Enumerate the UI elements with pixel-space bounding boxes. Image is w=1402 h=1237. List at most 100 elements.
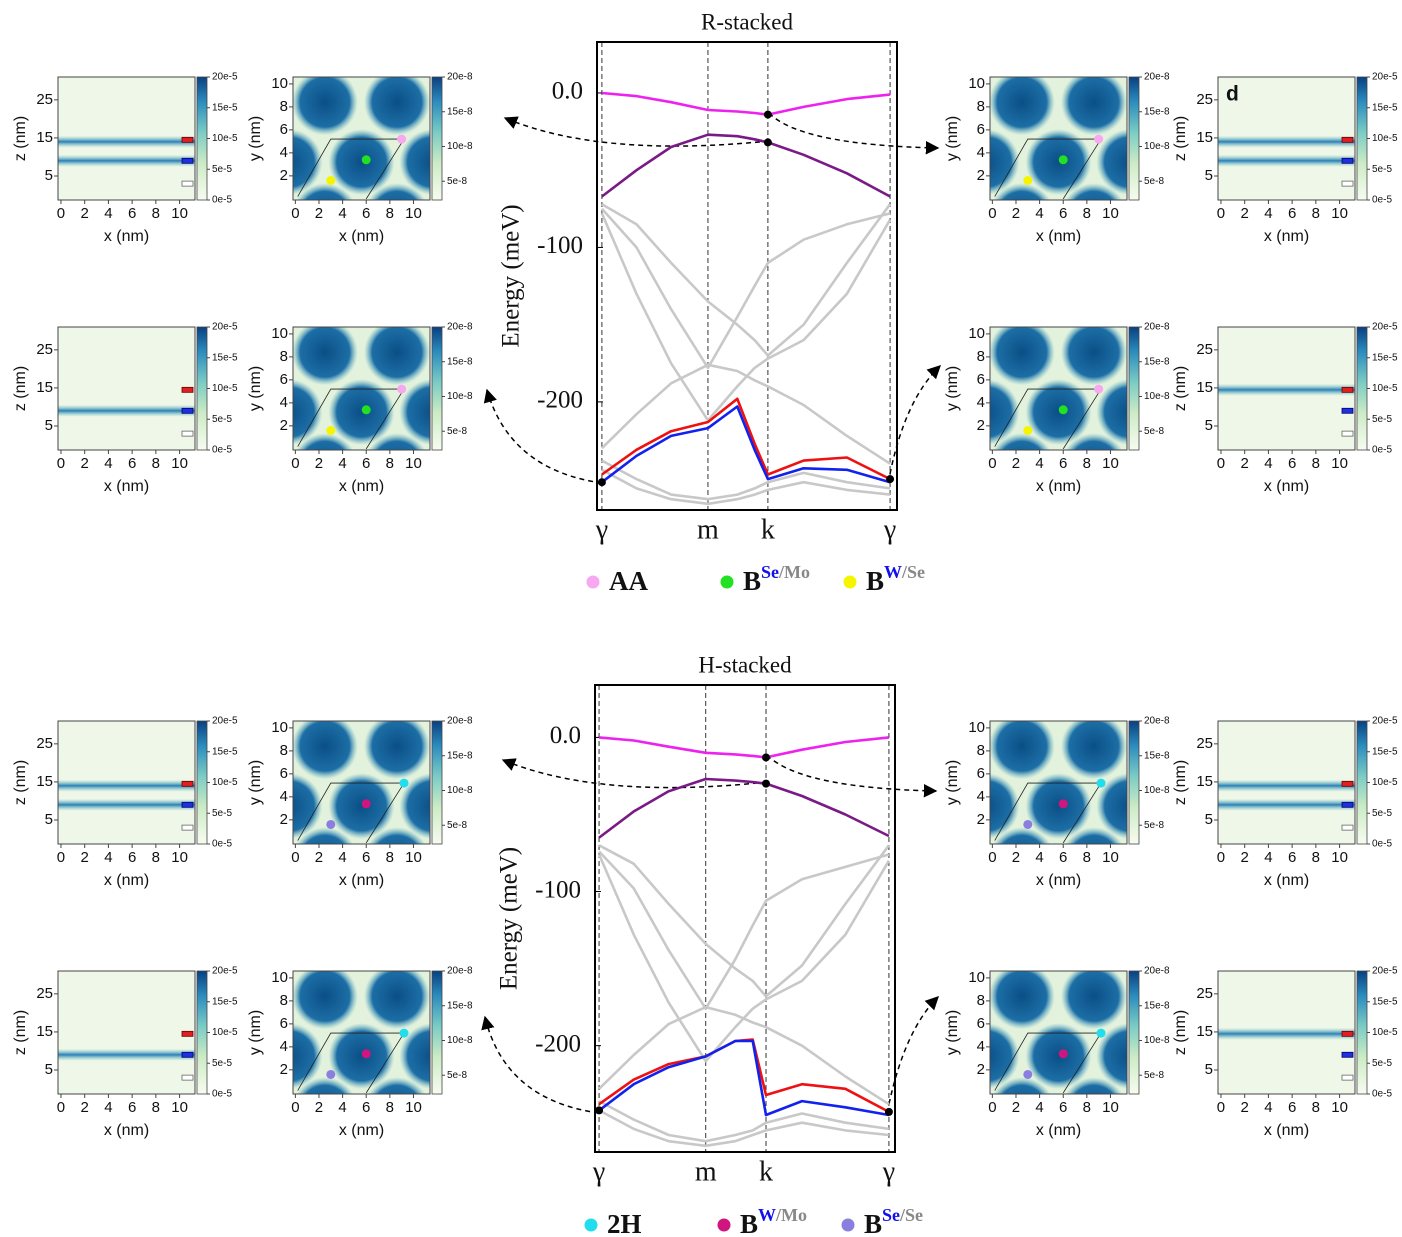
map-panel: 0246810246810x (nm)y (nm)5e-810e-815e-82… xyxy=(247,319,473,499)
x-tick-label: 4 xyxy=(338,455,346,472)
legend-sup: W xyxy=(758,1205,776,1225)
x-axis-label: x (nm) xyxy=(339,872,384,889)
density-blob xyxy=(292,713,358,779)
x-tick-label: 8 xyxy=(1083,1099,1091,1116)
legend-marker xyxy=(718,1219,731,1232)
density-stripe xyxy=(58,799,195,811)
layer-indicator xyxy=(1342,802,1353,807)
map-area xyxy=(1218,721,1355,844)
colorbar-tick-label: 20e-5 xyxy=(1372,72,1398,83)
x-tick-label: 10 xyxy=(1331,455,1348,472)
x-tick-label: 10 xyxy=(1331,205,1348,222)
x-tick-label: 2 xyxy=(81,1099,89,1116)
y-tick-label: 15 xyxy=(36,129,53,146)
density-blob xyxy=(292,963,358,1029)
highlight-dot xyxy=(764,111,772,119)
legend-marker xyxy=(585,1219,598,1232)
density-blob xyxy=(364,319,430,385)
colorbar-tick-label: 5e-5 xyxy=(212,808,232,819)
x-tick-label: 8 xyxy=(152,455,160,472)
y-tick-label: 8 xyxy=(280,98,288,115)
x-tick-label: k xyxy=(761,514,775,545)
panel-label: d xyxy=(1226,83,1239,106)
y-tick-label: 5 xyxy=(1205,1061,1213,1078)
x-tick-label: 4 xyxy=(338,1099,346,1116)
x-axis-label: x (nm) xyxy=(339,1122,384,1139)
site-marker xyxy=(1023,176,1032,185)
x-tick-label: 8 xyxy=(1312,1099,1320,1116)
x-tick-label: 0 xyxy=(1217,1099,1225,1116)
y-tick-label: 15 xyxy=(1196,773,1213,790)
y-axis-label: Energy (meV) xyxy=(498,204,525,347)
figure: R-stackedEnergy (meV)γmkγ0.0-100-200AABS… xyxy=(0,0,1402,1237)
colorbar xyxy=(1357,971,1367,1094)
y-tick-label: 5 xyxy=(45,167,53,184)
x-tick-label: 2 xyxy=(1012,849,1020,866)
colorbar-tick-label: 10e-8 xyxy=(447,391,473,402)
site-marker xyxy=(1059,405,1068,414)
colorbar-tick-label: 10e-5 xyxy=(1372,1027,1398,1038)
site-marker xyxy=(397,135,406,144)
density-stripe xyxy=(1218,1028,1355,1040)
colorbar-tick-label: 5e-5 xyxy=(1372,808,1392,819)
y-tick-label: 2 xyxy=(977,167,985,184)
colorbar-tick-label: 10e-8 xyxy=(1144,785,1170,796)
x-axis-label: x (nm) xyxy=(1036,478,1081,495)
legend-sup: Se xyxy=(882,1205,900,1225)
colorbar-tick-label: 10e-8 xyxy=(447,141,473,152)
y-tick-label: 10 xyxy=(968,75,985,92)
colorbar-tick-label: 10e-8 xyxy=(1144,141,1170,152)
y-tick-label: 25 xyxy=(1196,985,1213,1002)
band-line xyxy=(602,365,890,464)
density-blob xyxy=(1061,963,1127,1029)
x-tick-label: 0 xyxy=(57,455,65,472)
y-axis-label: y (nm) xyxy=(247,1010,264,1055)
x-tick-label: 2 xyxy=(315,1099,323,1116)
colorbar-tick-label: 0e-5 xyxy=(1372,1089,1392,1100)
x-tick-label: 4 xyxy=(1264,1099,1272,1116)
x-tick-label: 10 xyxy=(171,1099,188,1116)
density-blob xyxy=(292,69,358,135)
map-area xyxy=(58,721,195,844)
arrows xyxy=(485,113,940,1113)
x-tick-label: 8 xyxy=(152,1099,160,1116)
colorbar xyxy=(1129,327,1139,450)
layer-indicator xyxy=(1342,781,1353,786)
x-tick-label: 10 xyxy=(1102,455,1119,472)
x-tick-label: 10 xyxy=(405,849,422,866)
colorbar-tick-label: 10e-5 xyxy=(212,777,238,788)
y-tick-label: 6 xyxy=(280,765,288,782)
y-tick-label: 10 xyxy=(271,325,288,342)
x-tick-label: 10 xyxy=(171,455,188,472)
y-tick-label: 2 xyxy=(977,417,985,434)
y-tick-label: 15 xyxy=(1196,379,1213,396)
x-tick-label: 10 xyxy=(405,1099,422,1116)
colorbar-tick-label: 15e-5 xyxy=(212,352,238,363)
x-axis-label: x (nm) xyxy=(1036,1122,1081,1139)
y-axis-label: y (nm) xyxy=(944,116,961,161)
colorbar-tick-label: 20e-5 xyxy=(212,716,238,727)
layer-indicator xyxy=(182,781,193,786)
y-tick-label: 25 xyxy=(1196,735,1213,752)
x-tick-label: 6 xyxy=(128,849,136,866)
y-tick-label: 8 xyxy=(977,992,985,1009)
x-axis-label: x (nm) xyxy=(339,478,384,495)
legend-text: B xyxy=(743,566,761,596)
x-tick-label: 8 xyxy=(386,849,394,866)
colorbar-tick-label: 5e-5 xyxy=(212,414,232,425)
y-tick-label: 6 xyxy=(977,371,985,388)
legend-label: 2H xyxy=(607,1209,642,1237)
x-tick-label: γ xyxy=(883,514,896,545)
colorbar-tick-label: 5e-8 xyxy=(1144,426,1164,437)
layer-indicator xyxy=(182,825,193,830)
site-marker xyxy=(326,176,335,185)
x-tick-label: 0 xyxy=(291,455,299,472)
map-panel: 024681051525x (nm)z (nm)0e-55e-510e-515e… xyxy=(1172,966,1398,1140)
colorbar-tick-label: 15e-8 xyxy=(1144,106,1170,117)
x-axis-label: x (nm) xyxy=(1036,872,1081,889)
colorbar xyxy=(1357,77,1367,200)
x-tick-label: 0 xyxy=(1217,455,1225,472)
x-tick-label: 2 xyxy=(81,849,89,866)
